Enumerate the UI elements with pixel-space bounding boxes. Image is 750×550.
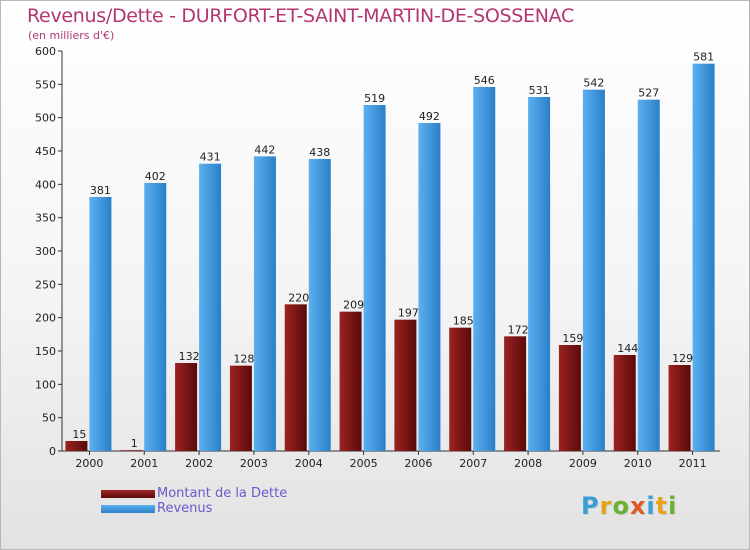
debt-bar	[504, 336, 527, 451]
debt-bar	[120, 450, 143, 451]
x-tick-label: 2004	[295, 457, 323, 470]
y-tick-label: 350	[35, 212, 56, 225]
x-tick-label: 2011	[679, 457, 707, 470]
revenue-value-label: 442	[254, 143, 275, 156]
legend-label-debt: Montant de la Dette	[157, 486, 288, 501]
revenue-bar	[418, 123, 441, 451]
revenue-value-label: 542	[583, 77, 604, 90]
debt-value-label: 144	[617, 342, 638, 355]
x-tick-label: 2005	[350, 457, 378, 470]
revenue-bar	[199, 163, 222, 451]
revenue-bar	[89, 197, 112, 451]
y-tick-label: 250	[35, 278, 56, 291]
revenue-value-label: 519	[364, 92, 385, 105]
x-tick-label: 2009	[569, 457, 597, 470]
y-tick-label: 550	[35, 78, 56, 91]
logo-letter: i	[668, 492, 678, 520]
revenue-bar	[692, 63, 715, 452]
revenue-bar	[637, 99, 660, 452]
debt-value-label: 129	[672, 352, 693, 365]
debt-bar	[175, 363, 198, 451]
revenue-value-label: 581	[693, 51, 714, 64]
debt-value-label: 220	[288, 291, 309, 304]
debt-value-label: 172	[508, 323, 529, 336]
revenue-value-label: 527	[638, 87, 659, 100]
y-tick-label: 100	[35, 378, 56, 391]
proxiti-logo: Proxiti	[581, 492, 677, 520]
y-tick-label: 500	[35, 112, 56, 125]
y-tick-label: 600	[35, 45, 56, 58]
legend-swatch-debt	[101, 490, 155, 498]
debt-bar	[65, 441, 88, 451]
debt-bar	[668, 365, 691, 451]
revenue-value-label: 546	[474, 74, 495, 87]
logo-letter: r	[599, 492, 613, 520]
x-tick-label: 2001	[130, 457, 158, 470]
y-tick-label: 50	[42, 412, 56, 425]
revenue-bar	[363, 105, 386, 451]
debt-bar	[613, 355, 636, 451]
revenue-bar	[308, 159, 331, 451]
debt-bar	[229, 365, 252, 451]
revenue-value-label: 402	[145, 170, 166, 183]
revenue-value-label: 438	[309, 146, 330, 159]
chart-subtitle: (en milliers d'€)	[28, 29, 115, 42]
legend-swatch-revenue	[101, 505, 155, 513]
debt-value-label: 185	[453, 315, 474, 328]
debt-bar	[339, 311, 362, 451]
debt-value-label: 132	[179, 350, 200, 363]
revenue-bar	[473, 87, 496, 451]
debt-value-label: 1	[131, 437, 138, 450]
revenue-bar	[528, 97, 551, 451]
x-tick-label: 2002	[185, 457, 213, 470]
debt-value-label: 197	[398, 307, 419, 320]
legend-label-revenue: Revenus	[157, 501, 213, 516]
logo-letter: i	[646, 492, 656, 520]
y-tick-label: 400	[35, 178, 56, 191]
x-tick-label: 2007	[459, 457, 487, 470]
revenue-bar	[253, 156, 276, 452]
x-tick-label: 2006	[404, 457, 432, 470]
y-tick-label: 300	[35, 245, 56, 258]
debt-value-label: 128	[233, 353, 254, 366]
debt-value-label: 15	[72, 428, 86, 441]
y-tick-label: 450	[35, 145, 56, 158]
x-tick-label: 2003	[240, 457, 268, 470]
logo-letter: P	[581, 492, 600, 520]
revenue-value-label: 531	[529, 84, 550, 97]
y-tick-label: 150	[35, 345, 56, 358]
debt-bar	[394, 319, 417, 451]
debt-bar	[558, 345, 581, 451]
y-tick-label: 200	[35, 312, 56, 325]
logo-letter: t	[655, 492, 669, 520]
revenue-value-label: 492	[419, 110, 440, 123]
revenue-value-label: 381	[90, 184, 111, 197]
logo-letter: x	[629, 492, 647, 520]
debt-value-label: 209	[343, 299, 364, 312]
chart-title: Revenus/Dette - DURFORT-ET-SAINT-MARTIN-…	[27, 5, 574, 27]
x-tick-label: 2000	[75, 457, 103, 470]
debt-bar	[449, 327, 472, 451]
debt-bar	[284, 304, 307, 451]
debt-value-label: 159	[562, 332, 583, 345]
revenue-value-label: 431	[200, 151, 221, 164]
x-tick-label: 2010	[624, 457, 652, 470]
revenue-bar	[144, 183, 167, 451]
logo-letter: o	[612, 492, 630, 520]
revenue-bar	[582, 89, 605, 452]
x-tick-label: 2008	[514, 457, 542, 470]
y-tick-label: 0	[49, 445, 56, 458]
